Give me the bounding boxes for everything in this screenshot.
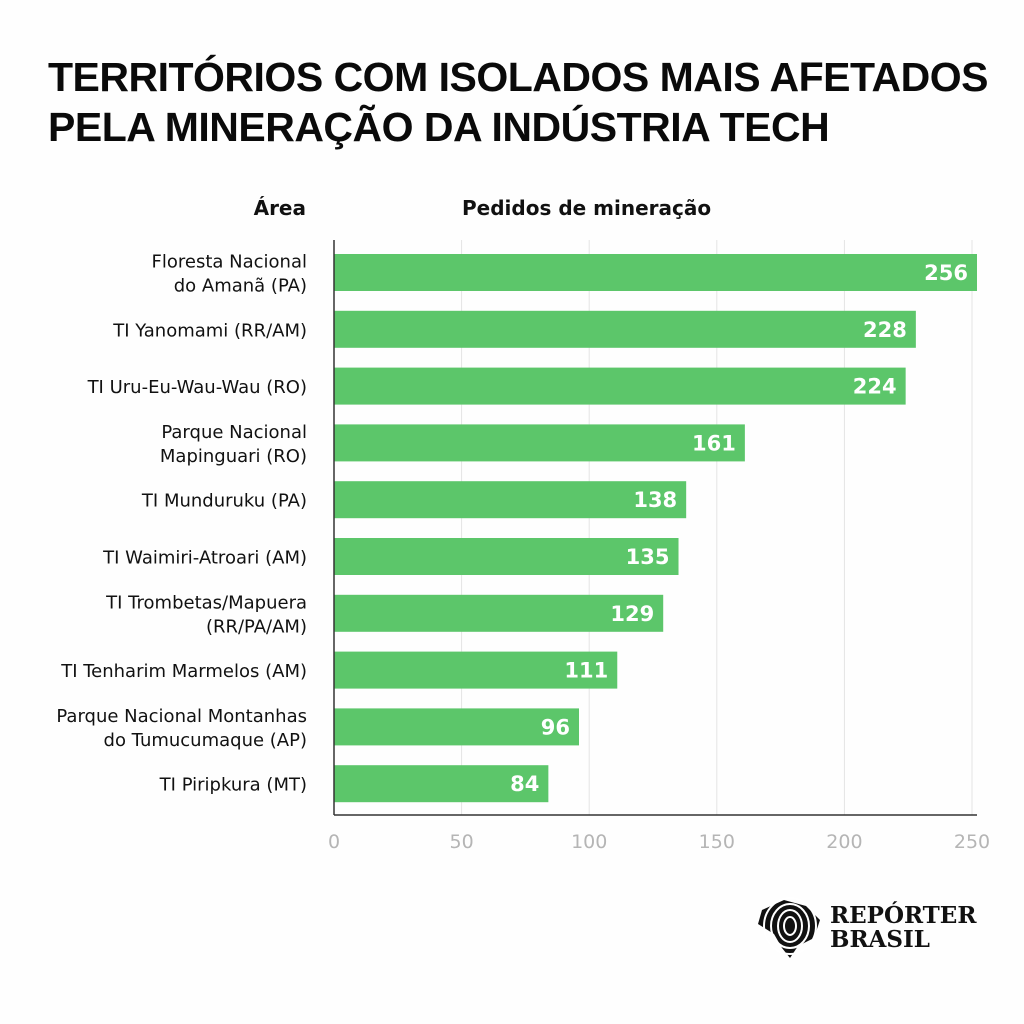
category-label: TI Uru-Eu-Wau-Wau (RO) [87,377,307,398]
bar [334,594,664,632]
category-label: Parque Nacional Montanhas [56,706,307,727]
bar [334,367,906,405]
chart-title: TERRITÓRIOS COM ISOLADOS MAIS AFETADOS P… [48,52,988,152]
category-label: Floresta Nacional [152,252,307,273]
bar-value-label: 224 [853,375,897,399]
category-label: do Amanã (PA) [174,276,307,297]
bar [334,254,977,291]
bar-value-label: 84 [510,772,539,796]
bar-value-label: 161 [692,431,736,455]
bar [334,708,579,746]
category-label: Parque Nacional [161,422,307,443]
category-label: TI Munduruku (PA) [141,491,307,512]
logo-line-2: BRASIL [830,926,930,953]
bar-value-label: 96 [541,715,570,739]
title-line-2: PELA MINERAÇÃO DA INDÚSTRIA TECH [48,104,830,150]
category-label: (RR/PA/AM) [206,616,307,637]
category-label: do Tumucumaque (AP) [104,730,307,751]
category-label: TI Yanomami (RR/AM) [112,320,307,341]
bar-value-label: 129 [610,602,654,626]
bar [334,538,679,575]
category-label: TI Tenharim Marmelos (AM) [60,661,307,682]
bar [334,765,549,803]
bar [334,651,618,689]
bar-value-label: 138 [633,488,677,512]
y-axis-header: Área [253,196,306,220]
bar [334,481,687,519]
bar-value-label: 135 [626,545,670,569]
x-tick-label: 150 [699,831,735,853]
category-label: TI Waimiri-Atroari (AM) [102,548,307,569]
reporter-brasil-logo: REPÓRTER BRASIL [754,896,976,960]
x-tick-label: 100 [571,831,607,853]
bar [334,310,916,348]
category-label: TI Piripkura (MT) [159,775,307,796]
x-tick-label: 50 [450,831,474,853]
bar-value-label: 111 [564,659,608,683]
x-tick-label: 250 [954,831,990,853]
bar-value-label: 228 [863,318,907,342]
fingerprint-map-icon [758,897,820,958]
title-line-1: TERRITÓRIOS COM ISOLADOS MAIS AFETADOS [48,54,988,100]
category-label: TI Trombetas/Mapuera [105,592,307,613]
x-tick-label: 200 [826,831,862,853]
logo-line-1: REPÓRTER [830,902,977,929]
x-axis-header: Pedidos de mineração [462,196,712,220]
bar [334,424,745,462]
x-tick-label: 0 [328,831,340,853]
bar-value-label: 256 [924,261,968,285]
category-label: Mapinguari (RO) [160,446,307,467]
